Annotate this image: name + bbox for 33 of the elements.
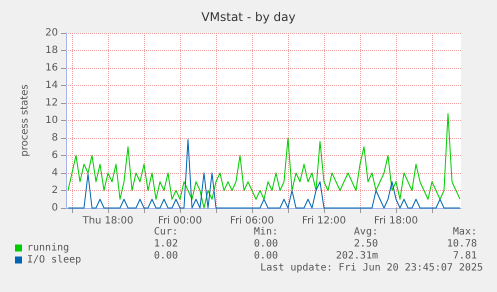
x-tick-label: Fri 06:00	[230, 216, 274, 226]
text: 2.50	[354, 238, 378, 250]
y-tick-label: 8	[52, 132, 58, 144]
y-tick-label: 14	[45, 80, 58, 91]
text: Min:	[254, 226, 278, 238]
x-tick-label: Fri 00:00	[158, 216, 202, 226]
text: Max:	[452, 226, 477, 238]
y-axis-title: process states	[20, 84, 30, 157]
x-tick-label: Fri 12:00	[302, 216, 346, 226]
text: 202.31m	[336, 250, 378, 262]
y-tick-label: 2	[52, 185, 58, 196]
text: Avg:	[354, 226, 378, 238]
x-tick-label: Thu 18:00	[82, 216, 134, 226]
y-tick-label: 4	[52, 168, 58, 178]
text: Last update: Fri Jun 20 23:45:07 2025	[260, 262, 483, 274]
text: 7.81	[452, 250, 477, 262]
text: 0.00	[154, 250, 178, 262]
legend-label: I/O sleep	[27, 254, 82, 266]
y-tick-label: 0	[52, 202, 58, 214]
y-tick-label: 10	[45, 115, 58, 126]
y-tick-label: 12	[45, 98, 58, 108]
y-tick-label: 18	[45, 45, 58, 56]
y-tick-label: 16	[45, 62, 58, 74]
y-tick-label: 6	[52, 150, 58, 161]
chart-title: VMstat - by day	[201, 10, 296, 24]
text: 0.00	[254, 238, 278, 250]
text: 10.78	[446, 238, 477, 250]
text: 1.02	[154, 238, 178, 250]
text: 0.00	[254, 250, 278, 262]
text: Cur:	[154, 226, 178, 238]
x-tick-label: Fri 18:00	[374, 216, 418, 226]
legend-label: running	[27, 242, 70, 254]
y-tick-label: 20	[45, 28, 58, 38]
